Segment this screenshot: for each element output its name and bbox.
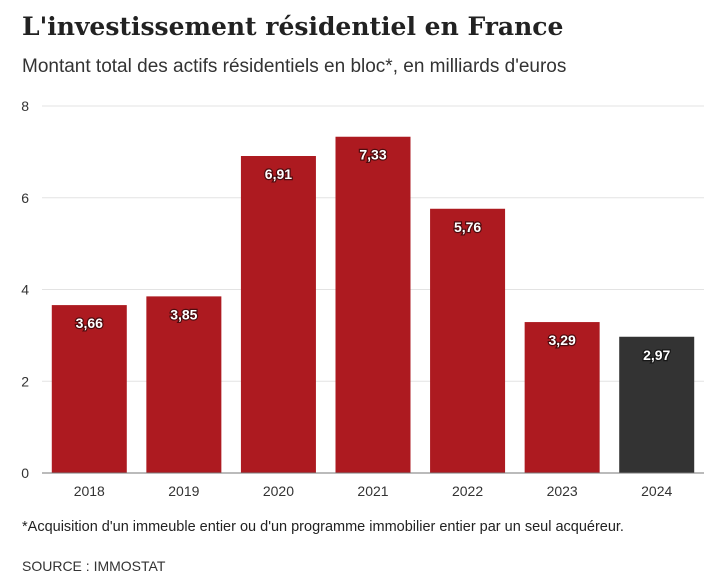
x-tick-label: 2020	[263, 483, 294, 499]
y-tick-label: 2	[21, 373, 29, 389]
y-tick-label: 6	[21, 190, 29, 206]
bar-value-label: 6,91	[265, 166, 292, 182]
bar-value-label: 2,97	[643, 347, 670, 363]
chart-footnote: *Acquisition d'un immeuble entier ou d'u…	[22, 519, 624, 535]
bar-chart: 0 2 4 6 8 3,66 2018 3,85 2019 6,91 2020 7,33 2021 5,7…	[21, 98, 704, 499]
bar-value-label: 3,66	[76, 315, 103, 331]
bar	[619, 336, 695, 473]
chart-source: SOURCE : IMMOSTAT	[22, 558, 166, 574]
x-tick-label: 2019	[168, 483, 199, 499]
chart-subtitle: Montant total des actifs résidentiels en…	[22, 56, 567, 77]
y-tick-label: 4	[21, 282, 29, 298]
bar	[524, 322, 600, 473]
bar	[240, 156, 316, 473]
x-tick-label: 2018	[74, 483, 105, 499]
chart-title: L'investissement résidentiel en France	[22, 12, 564, 41]
y-tick-label: 0	[21, 465, 29, 481]
bar-value-label: 5,76	[454, 219, 481, 235]
x-tick-label: 2021	[357, 483, 388, 499]
x-tick-label: 2024	[641, 483, 672, 499]
x-tick-label: 2023	[547, 483, 578, 499]
bar-value-label: 7,33	[359, 147, 386, 163]
y-tick-label: 8	[21, 98, 29, 114]
bar	[51, 305, 127, 473]
bar	[335, 136, 411, 473]
bar	[430, 208, 506, 473]
bar-value-label: 3,85	[170, 306, 197, 322]
bar	[146, 296, 222, 473]
x-tick-label: 2022	[452, 483, 483, 499]
bar-value-label: 3,29	[549, 332, 576, 348]
